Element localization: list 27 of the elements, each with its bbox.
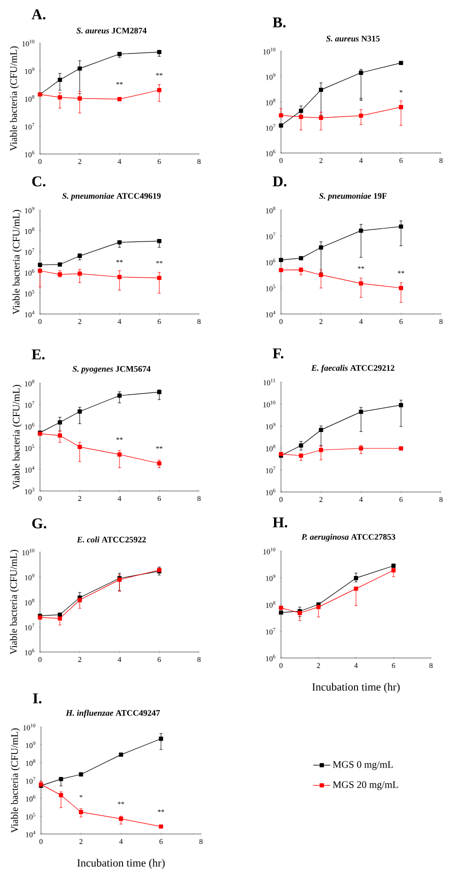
text: E. [32, 349, 45, 360]
x-axis-title: Incubation time (hr) [77, 858, 165, 869]
y-axis-title: Viable bacteria (CFU/mL) [10, 46, 19, 151]
text: H. [272, 517, 288, 528]
y-axis-title: Viable bacteria (CFU/mL) [10, 550, 19, 654]
chart-title: S. aureus JCM2874 [76, 28, 147, 34]
chart-title: H. influenzae ATCC49247 [66, 710, 160, 718]
y-axis-title: Viable bacteria (CFU/mL) [10, 728, 20, 833]
legend-label: MGS 0 mg/mL [332, 761, 393, 770]
chart-title: S. pneumoniae ATCC49619 [62, 192, 161, 200]
text: F. [272, 348, 284, 358]
text: D. [272, 176, 286, 186]
chart-title: E. faecalis ATCC29212 [311, 364, 394, 372]
text: A. [32, 9, 46, 20]
chart-title: S. aureus N315 [326, 36, 380, 42]
chart-title: S. pneumoniae 19F [319, 192, 387, 200]
chart-title: P. aeruginosa ATCC27853 [301, 534, 396, 542]
legend-label: MGS 20 mg/mL [332, 781, 398, 790]
text: I. [33, 693, 42, 704]
text: C. [32, 176, 46, 186]
chart-title: E. coli ATCC25922 [76, 536, 146, 542]
chart-title: S. pyogenes JCM5674 [72, 366, 151, 374]
y-axis-title: Viable bacteria (CFU/mL) [12, 210, 22, 314]
x-axis-title: Incubation time (hr) [312, 682, 400, 693]
text: B. [272, 17, 286, 28]
text: G. [32, 518, 46, 528]
y-axis-title: Viable bacteria (CFU/mL) [12, 384, 22, 490]
